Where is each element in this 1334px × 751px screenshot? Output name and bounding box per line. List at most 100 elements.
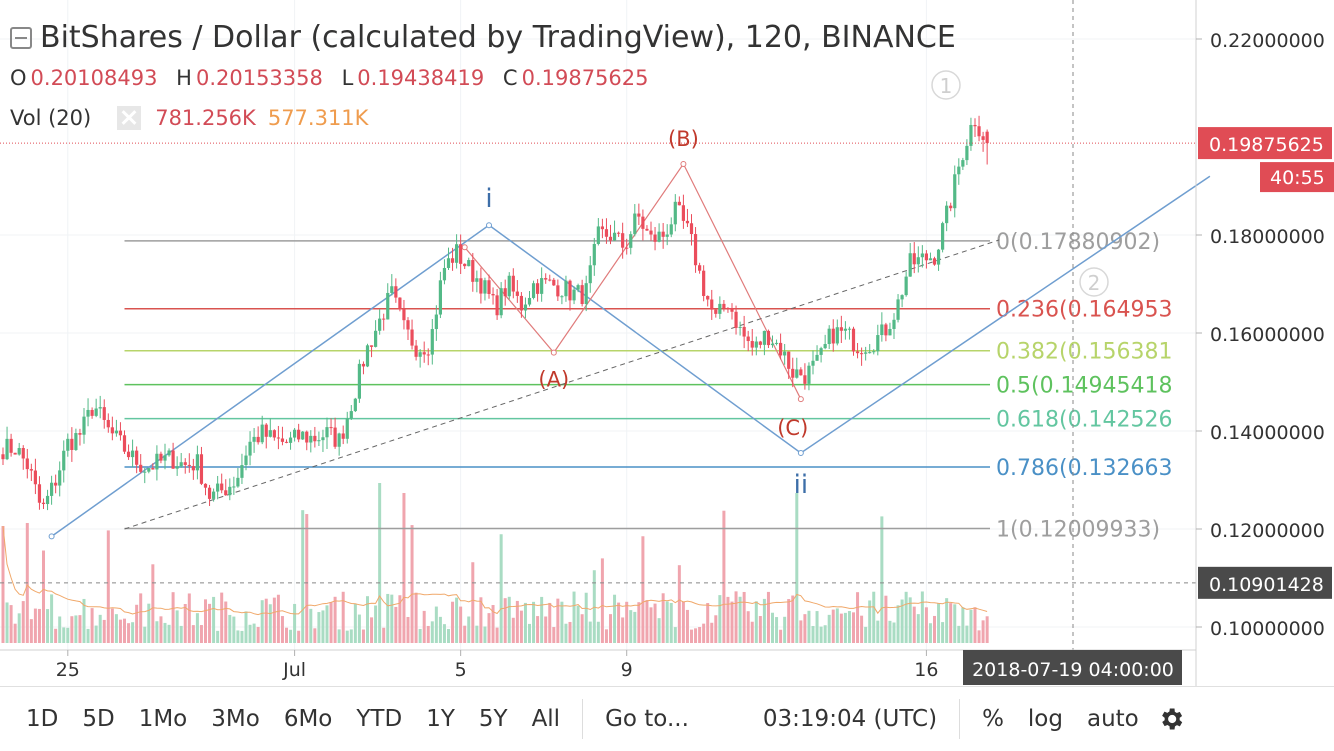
volume-bar	[240, 630, 244, 643]
volume-bar	[726, 596, 730, 643]
range-all-button[interactable]: All	[531, 706, 561, 732]
range-5d-button[interactable]: 5D	[82, 706, 115, 732]
volume-bar	[90, 608, 94, 643]
candle-body	[787, 351, 791, 369]
volume-bar	[42, 550, 45, 643]
volume-bar	[523, 602, 527, 643]
go-to-date-button[interactable]: Go to...	[605, 706, 689, 732]
volume-bar	[560, 601, 564, 643]
volume-bar	[159, 616, 163, 643]
volume-bar	[649, 607, 653, 643]
range-6mo-button[interactable]: 6Mo	[283, 706, 333, 732]
candle-body	[665, 234, 669, 237]
volume-bar	[337, 629, 341, 643]
volume-bar	[353, 604, 357, 643]
candle-body	[722, 303, 726, 308]
candle-body	[920, 253, 924, 258]
volume-bar	[171, 592, 175, 643]
volume-bar	[852, 612, 855, 643]
volume-bar	[540, 596, 544, 643]
volume-bar	[447, 629, 450, 643]
wave-label-c: (C)	[777, 416, 808, 440]
candle-body	[527, 297, 532, 305]
candle-body	[884, 324, 888, 336]
candle-body	[872, 351, 876, 353]
volume-bar	[787, 599, 791, 643]
candle-body	[843, 328, 847, 331]
volume-bar	[82, 598, 86, 643]
crosshair-time-label: 2018-07-19 04:00:00	[972, 659, 1174, 681]
volume-bar	[479, 597, 483, 643]
volume-bar	[957, 625, 961, 643]
range-1mo-button[interactable]: 1Mo	[138, 706, 188, 732]
candle-body	[345, 418, 349, 439]
candle-body	[791, 368, 795, 378]
candle-body	[62, 450, 66, 471]
volume-bar	[78, 615, 82, 643]
candle-body	[969, 124, 973, 146]
candle-body	[82, 416, 86, 435]
candle-body	[710, 299, 714, 310]
utc-clock[interactable]: 03:19:04 (UTC)	[762, 706, 938, 732]
volume-bar	[746, 611, 750, 643]
candle-body	[321, 437, 325, 441]
volume-bar	[487, 613, 491, 643]
volume-bar	[475, 625, 479, 643]
wave-label-ii: ii	[794, 470, 808, 500]
crosshair	[0, 0, 1196, 650]
candle-body	[592, 243, 596, 266]
settings-gear-icon[interactable]	[1157, 705, 1185, 733]
percent-scale-toggle[interactable]: %	[982, 706, 1004, 732]
volume-bar	[5, 602, 9, 643]
candle-body	[604, 229, 609, 237]
volume-bar	[580, 614, 584, 643]
volume-bar	[981, 620, 985, 643]
volume-bar	[455, 597, 459, 643]
volume-bar	[536, 616, 540, 643]
volume-bar	[892, 622, 896, 643]
candle-body	[564, 280, 568, 297]
candle-body	[232, 486, 236, 488]
candle-body	[531, 283, 536, 298]
candle-body	[957, 166, 961, 175]
toolbar-divider	[959, 699, 961, 739]
volume-bar	[941, 622, 945, 643]
candle-body	[503, 288, 507, 297]
candle-body	[487, 280, 491, 294]
volume-bar	[386, 593, 390, 643]
volume-bar	[167, 624, 171, 643]
range-ytd-button[interactable]: YTD	[356, 706, 403, 732]
log-scale-toggle[interactable]: log	[1027, 706, 1063, 732]
candle-body	[159, 453, 163, 461]
candle-body	[754, 341, 758, 348]
volume-bar	[742, 591, 746, 643]
candle-body	[70, 438, 74, 450]
axes: 0.22000000 0.18000000 0.16000000 0.14000000…	[0, 0, 1334, 686]
volume-bar	[29, 619, 33, 643]
fib-level-label: 0.786(0.132663	[996, 456, 1173, 481]
candle-body	[860, 353, 864, 355]
volume-bar	[418, 628, 422, 643]
range-1y-button[interactable]: 1Y	[426, 706, 455, 732]
range-5y-button[interactable]: 5Y	[478, 706, 508, 732]
candle-body	[612, 232, 617, 241]
range-1d-button[interactable]: 1D	[26, 706, 59, 732]
remove-indicator-icon[interactable]	[117, 106, 142, 130]
volume-bar	[564, 623, 568, 643]
volume-bar	[633, 611, 637, 643]
range-3mo-button[interactable]: 3Mo	[211, 706, 260, 732]
countdown-label: 40:55	[1270, 167, 1325, 189]
auto-scale-toggle[interactable]: auto	[1086, 706, 1139, 732]
candle-body	[977, 126, 981, 137]
candle-body	[406, 320, 410, 330]
candle-body	[608, 236, 613, 241]
collapse-legend-icon[interactable]	[10, 26, 32, 49]
candle-body	[167, 450, 171, 456]
candle-body	[260, 424, 264, 443]
volume-bar	[143, 626, 147, 643]
candle-body	[499, 288, 503, 316]
candle-body	[216, 483, 220, 492]
candle-body	[637, 213, 641, 217]
candle-body	[495, 295, 499, 316]
